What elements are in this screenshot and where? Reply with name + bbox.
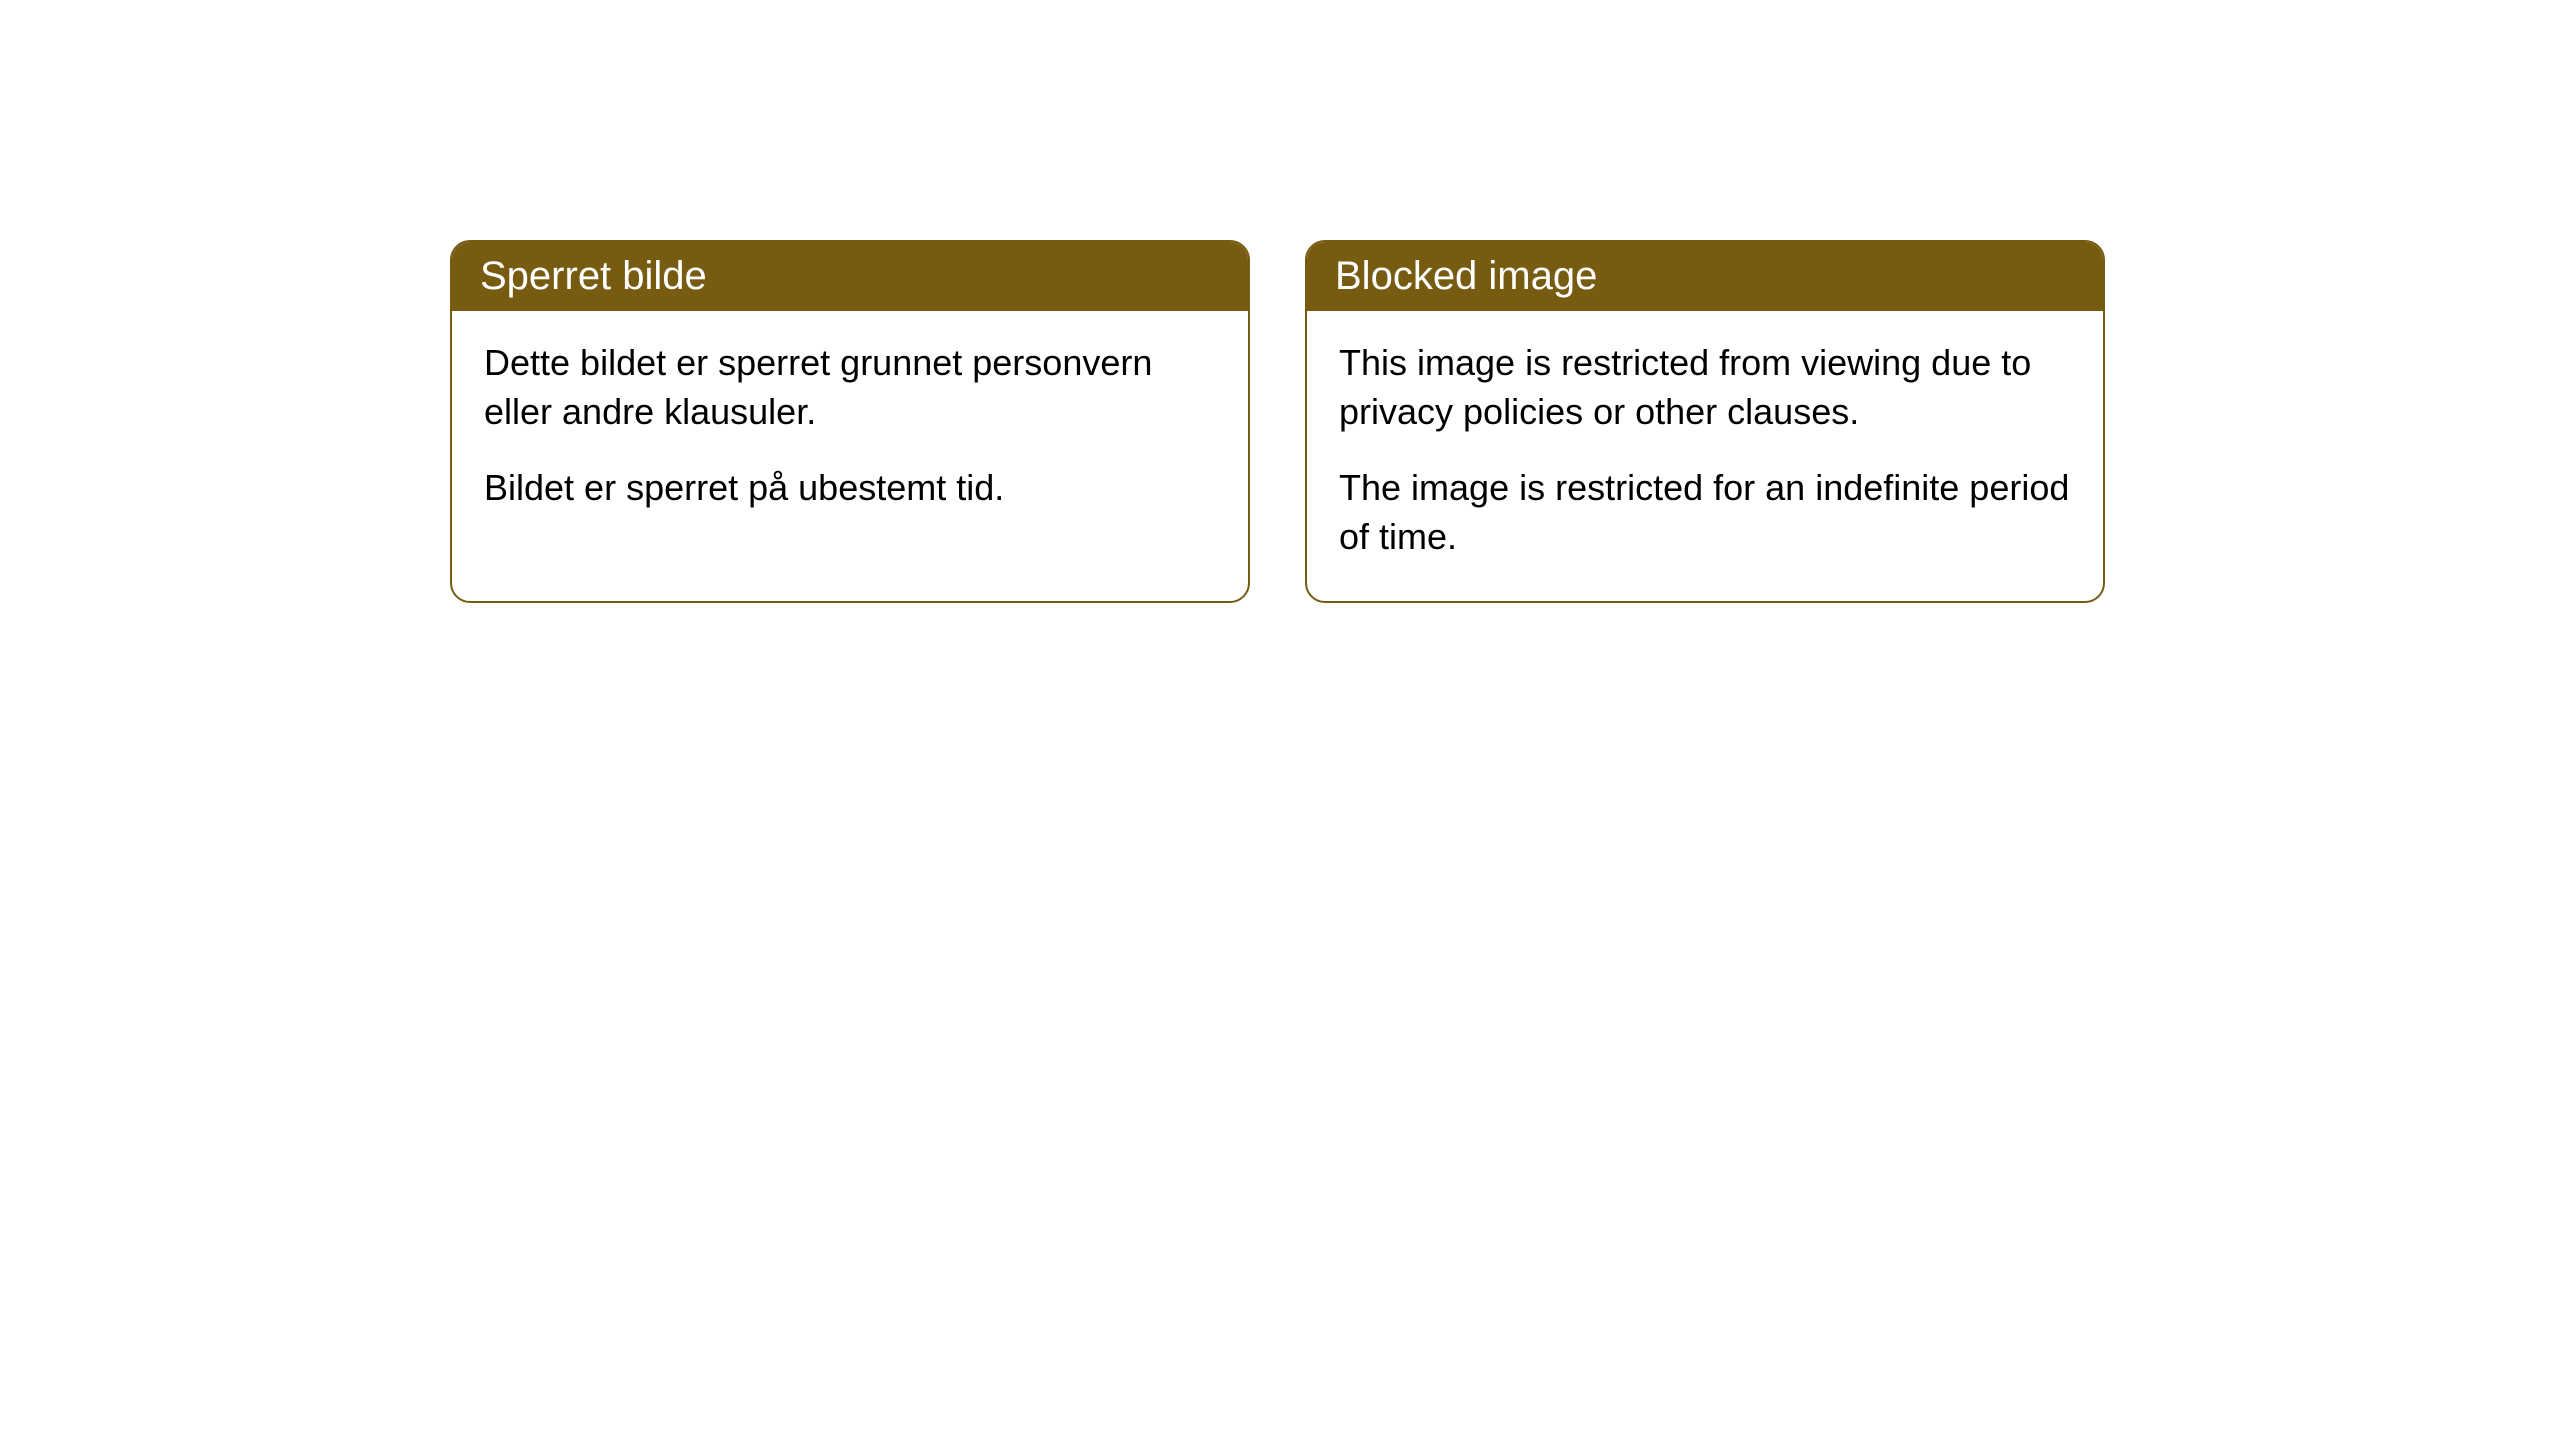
card-body-english: This image is restricted from viewing du…: [1307, 311, 2103, 601]
card-paragraph-1-norwegian: Dette bildet er sperret grunnet personve…: [484, 339, 1216, 436]
card-title-english: Blocked image: [1307, 242, 2103, 311]
card-title-norwegian: Sperret bilde: [452, 242, 1248, 311]
card-paragraph-1-english: This image is restricted from viewing du…: [1339, 339, 2071, 436]
card-paragraph-2-english: The image is restricted for an indefinit…: [1339, 464, 2071, 561]
blocked-image-card-norwegian: Sperret bilde Dette bildet er sperret gr…: [450, 240, 1250, 603]
message-cards-container: Sperret bilde Dette bildet er sperret gr…: [450, 240, 2105, 603]
blocked-image-card-english: Blocked image This image is restricted f…: [1305, 240, 2105, 603]
card-body-norwegian: Dette bildet er sperret grunnet personve…: [452, 311, 1248, 553]
card-paragraph-2-norwegian: Bildet er sperret på ubestemt tid.: [484, 464, 1216, 513]
